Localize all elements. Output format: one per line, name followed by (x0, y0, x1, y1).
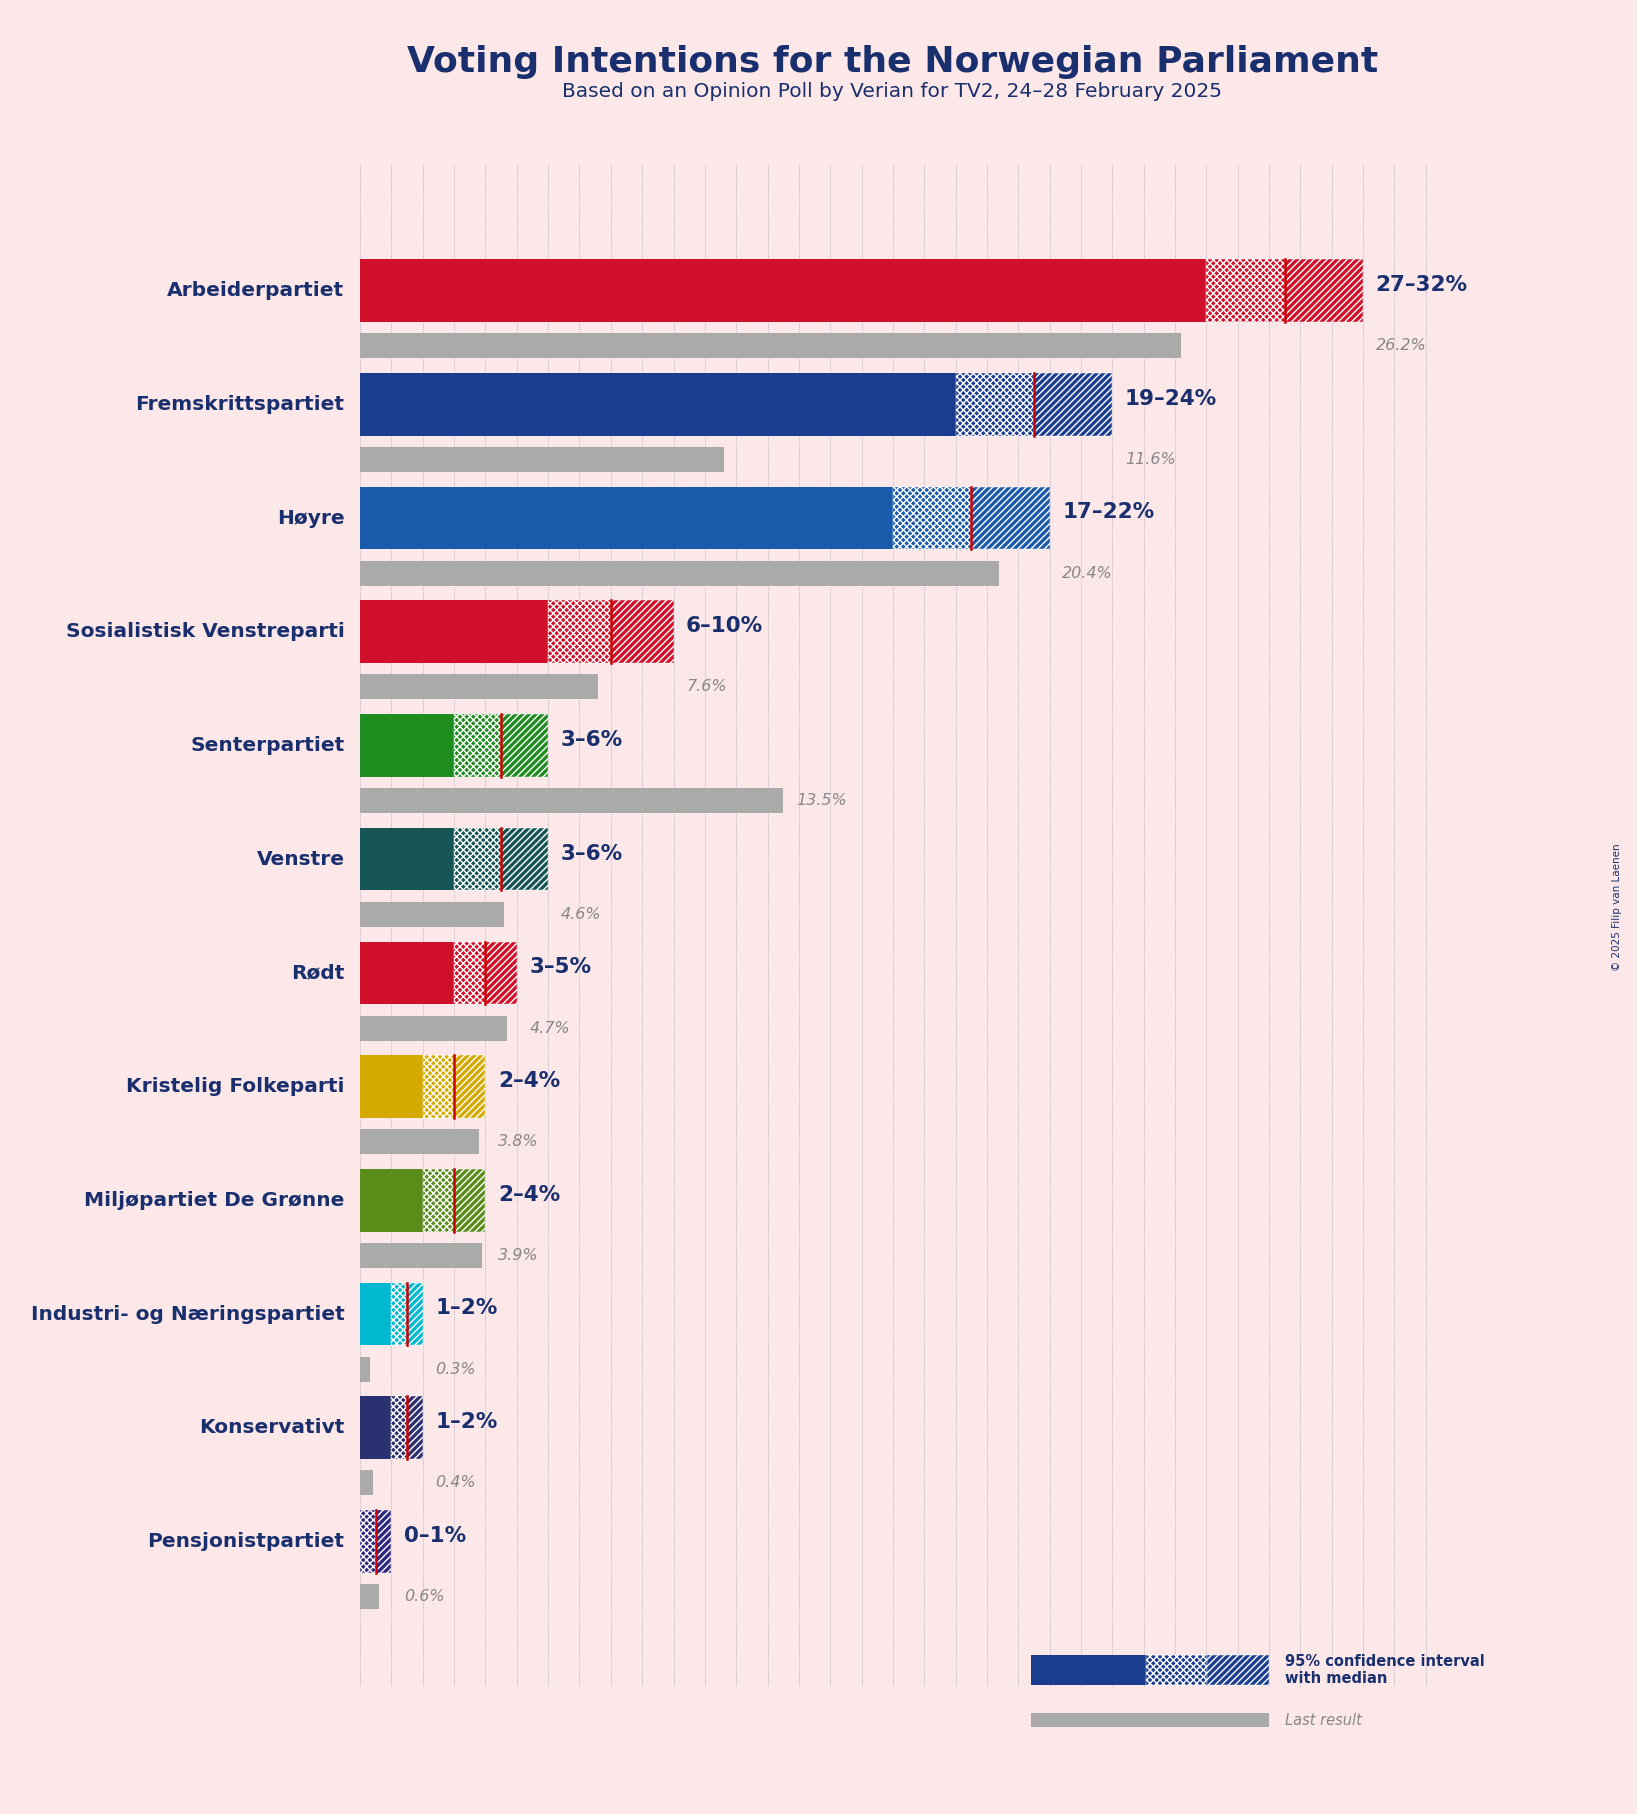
Text: 3.9%: 3.9% (498, 1248, 539, 1263)
Text: Industri- og Næringspartiet: Industri- og Næringspartiet (31, 1304, 344, 1324)
Text: 11.6%: 11.6% (1125, 452, 1175, 466)
Text: 13.5%: 13.5% (796, 793, 846, 807)
Text: 3–6%: 3–6% (561, 729, 622, 749)
Bar (971, 486, 1049, 550)
Text: 0.3%: 0.3% (435, 1362, 476, 1377)
Text: Arbeiderpartiet: Arbeiderpartiet (167, 281, 344, 299)
Text: Last result: Last result (1285, 1712, 1362, 1727)
Text: Pensjonistpartiet: Pensjonistpartiet (147, 1533, 344, 1551)
Bar (360, 486, 892, 550)
Bar (453, 1168, 486, 1232)
Text: 0.4%: 0.4% (435, 1475, 476, 1491)
Text: 2–4%: 2–4% (498, 1070, 560, 1090)
Text: Sosialistisk Venstreparti: Sosialistisk Venstreparti (65, 622, 344, 642)
Text: Venstre: Venstre (257, 849, 344, 869)
Text: Høyre: Høyre (277, 508, 344, 528)
Bar (453, 715, 501, 776)
Bar (360, 675, 598, 700)
Text: 1–2%: 1–2% (435, 1299, 498, 1319)
Text: 6–10%: 6–10% (686, 617, 763, 637)
Bar (360, 334, 1182, 359)
Bar (360, 1584, 378, 1609)
Bar (1285, 259, 1364, 321)
Bar (956, 374, 1035, 435)
Text: 3.8%: 3.8% (498, 1134, 539, 1150)
Bar (422, 1168, 453, 1232)
Text: 19–24%: 19–24% (1125, 388, 1216, 408)
Bar (453, 1056, 486, 1117)
Text: Based on an Opinion Poll by Verian for TV2, 24–28 February 2025: Based on an Opinion Poll by Verian for T… (561, 82, 1223, 100)
Text: Fremskrittspartiet: Fremskrittspartiet (136, 395, 344, 414)
Bar (377, 1511, 391, 1573)
Text: 26.2%: 26.2% (1375, 337, 1426, 354)
Bar (360, 1357, 370, 1382)
Text: 2–4%: 2–4% (498, 1185, 560, 1204)
Bar (1035, 374, 1112, 435)
Text: 4.6%: 4.6% (561, 907, 601, 922)
Bar (501, 827, 548, 891)
Bar (360, 1016, 507, 1041)
Bar (422, 1056, 453, 1117)
Text: Senterpartiet: Senterpartiet (190, 736, 344, 755)
Bar (360, 1168, 422, 1232)
Bar (453, 827, 501, 891)
Text: Voting Intentions for the Norwegian Parliament: Voting Intentions for the Norwegian Parl… (406, 45, 1378, 80)
Bar (501, 715, 548, 776)
Bar (892, 486, 971, 550)
Text: Konservativt: Konservativt (200, 1419, 344, 1437)
Bar (548, 600, 611, 664)
Bar (360, 827, 453, 891)
Bar (391, 1282, 408, 1346)
Text: 1–2%: 1–2% (435, 1411, 498, 1431)
Bar (360, 902, 504, 927)
Text: Miljøpartiet De Grønne: Miljøpartiet De Grønne (83, 1190, 344, 1210)
Bar (408, 1282, 422, 1346)
Bar (360, 1511, 377, 1573)
Bar (360, 787, 782, 813)
Bar (1206, 259, 1285, 321)
Bar (360, 1243, 483, 1268)
Bar (1206, 1654, 1269, 1685)
Bar (360, 1282, 391, 1346)
Bar (1031, 1654, 1146, 1685)
Bar (453, 941, 486, 1005)
Text: 27–32%: 27–32% (1375, 276, 1467, 296)
Bar (391, 1397, 408, 1458)
Text: 4.7%: 4.7% (529, 1021, 570, 1036)
Bar (360, 1130, 480, 1154)
Bar (360, 1471, 373, 1495)
Bar (360, 1056, 422, 1117)
Bar (408, 1397, 422, 1458)
Bar (360, 1397, 391, 1458)
Text: 0–1%: 0–1% (404, 1526, 467, 1546)
Bar (1031, 1712, 1269, 1727)
Text: 95% confidence interval
with median: 95% confidence interval with median (1285, 1654, 1485, 1687)
Bar (611, 600, 673, 664)
Bar (360, 561, 1000, 586)
Bar (360, 600, 548, 664)
Bar (486, 941, 517, 1005)
Bar (360, 259, 1206, 321)
Text: 0.6%: 0.6% (404, 1589, 445, 1604)
Text: 7.6%: 7.6% (686, 680, 727, 695)
Text: Rødt: Rødt (291, 963, 344, 983)
Text: 3–5%: 3–5% (529, 958, 591, 978)
Bar (360, 446, 724, 472)
Bar (1146, 1654, 1206, 1685)
Text: 20.4%: 20.4% (1062, 566, 1113, 580)
Bar (360, 715, 453, 776)
Bar (360, 374, 956, 435)
Bar (360, 941, 453, 1005)
Text: 17–22%: 17–22% (1062, 502, 1154, 522)
Text: Kristelig Folkeparti: Kristelig Folkeparti (126, 1078, 344, 1096)
Text: © 2025 Filip van Laenen: © 2025 Filip van Laenen (1612, 844, 1622, 970)
Text: 3–6%: 3–6% (561, 844, 622, 863)
